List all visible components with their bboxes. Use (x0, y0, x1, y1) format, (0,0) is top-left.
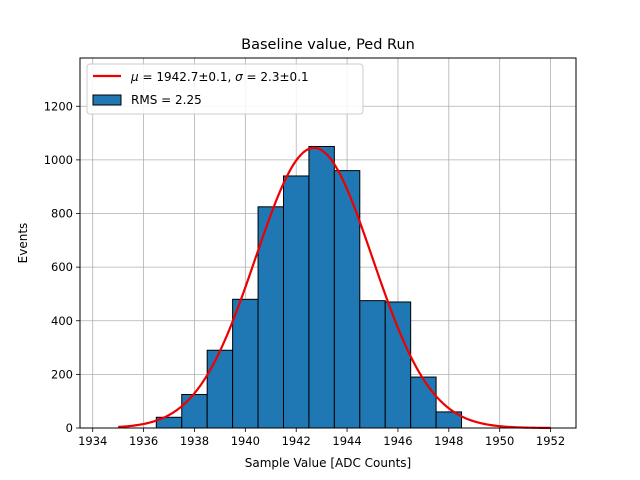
plot-area-frame (79, 57, 577, 429)
y-tick-label: 1000 (44, 153, 73, 167)
fit-curve-group (118, 146, 551, 430)
legend-mu-value: = 1942.7±0.1, (142, 70, 231, 84)
y-tick-label: 200 (51, 367, 73, 381)
x-tick-label: 1950 (485, 434, 514, 448)
histogram-bar (359, 300, 386, 429)
legend-mu-symbol: μ (130, 70, 139, 84)
x-tick-label: 1938 (180, 434, 209, 448)
histogram-bar (181, 393, 208, 429)
histogram-bar (282, 175, 310, 429)
x-axis-ticks: 1934 1936 1938 1940 1942 1944 1946 1948 1950 1952 (78, 428, 565, 448)
legend-sigma-symbol: σ (235, 70, 243, 84)
histogram-bar (206, 349, 234, 429)
legend-histogram-swatch (92, 94, 122, 106)
x-tick-label: 1952 (536, 434, 565, 448)
y-tick-label: 1200 (44, 99, 73, 113)
x-tick-label: 1948 (434, 434, 463, 448)
y-tick-label: 600 (51, 260, 73, 274)
x-tick-label: 1942 (282, 434, 311, 448)
y-tick-label: 800 (51, 207, 73, 221)
x-tick-label: 1940 (231, 434, 260, 448)
histogram-bar (333, 170, 361, 429)
x-tick-label: 1946 (383, 434, 412, 448)
histogram-bar (232, 298, 259, 429)
histogram-bar (410, 376, 437, 429)
y-tick-label: 400 (51, 314, 73, 328)
chart-title: Baseline value, Ped Run (241, 37, 415, 53)
x-tick-label: 1944 (332, 434, 361, 448)
legend-sigma-value: = 2.3±0.1 (247, 70, 309, 84)
gaussian-fit-curve (118, 146, 551, 430)
y-axis-label: Events (16, 223, 30, 264)
x-tick-label: 1934 (78, 434, 107, 448)
y-tick-label: 0 (66, 421, 73, 435)
x-tick-label: 1936 (129, 434, 158, 448)
histogram-bar (308, 145, 335, 429)
legend-fit-label: μ = 1942.7±0.1, σ = 2.3±0.1 (130, 70, 309, 84)
legend: μ = 1942.7±0.1, σ = 2.3±0.1 RMS = 2.25 (86, 63, 364, 115)
y-axis-ticks: 0 200 400 600 800 1000 1200 (44, 99, 80, 435)
legend-histogram-label: RMS = 2.25 (131, 93, 202, 107)
x-axis-label: Sample Value [ADC Counts] (245, 456, 411, 470)
histogram-bar (384, 301, 412, 429)
legend-box (86, 63, 364, 115)
